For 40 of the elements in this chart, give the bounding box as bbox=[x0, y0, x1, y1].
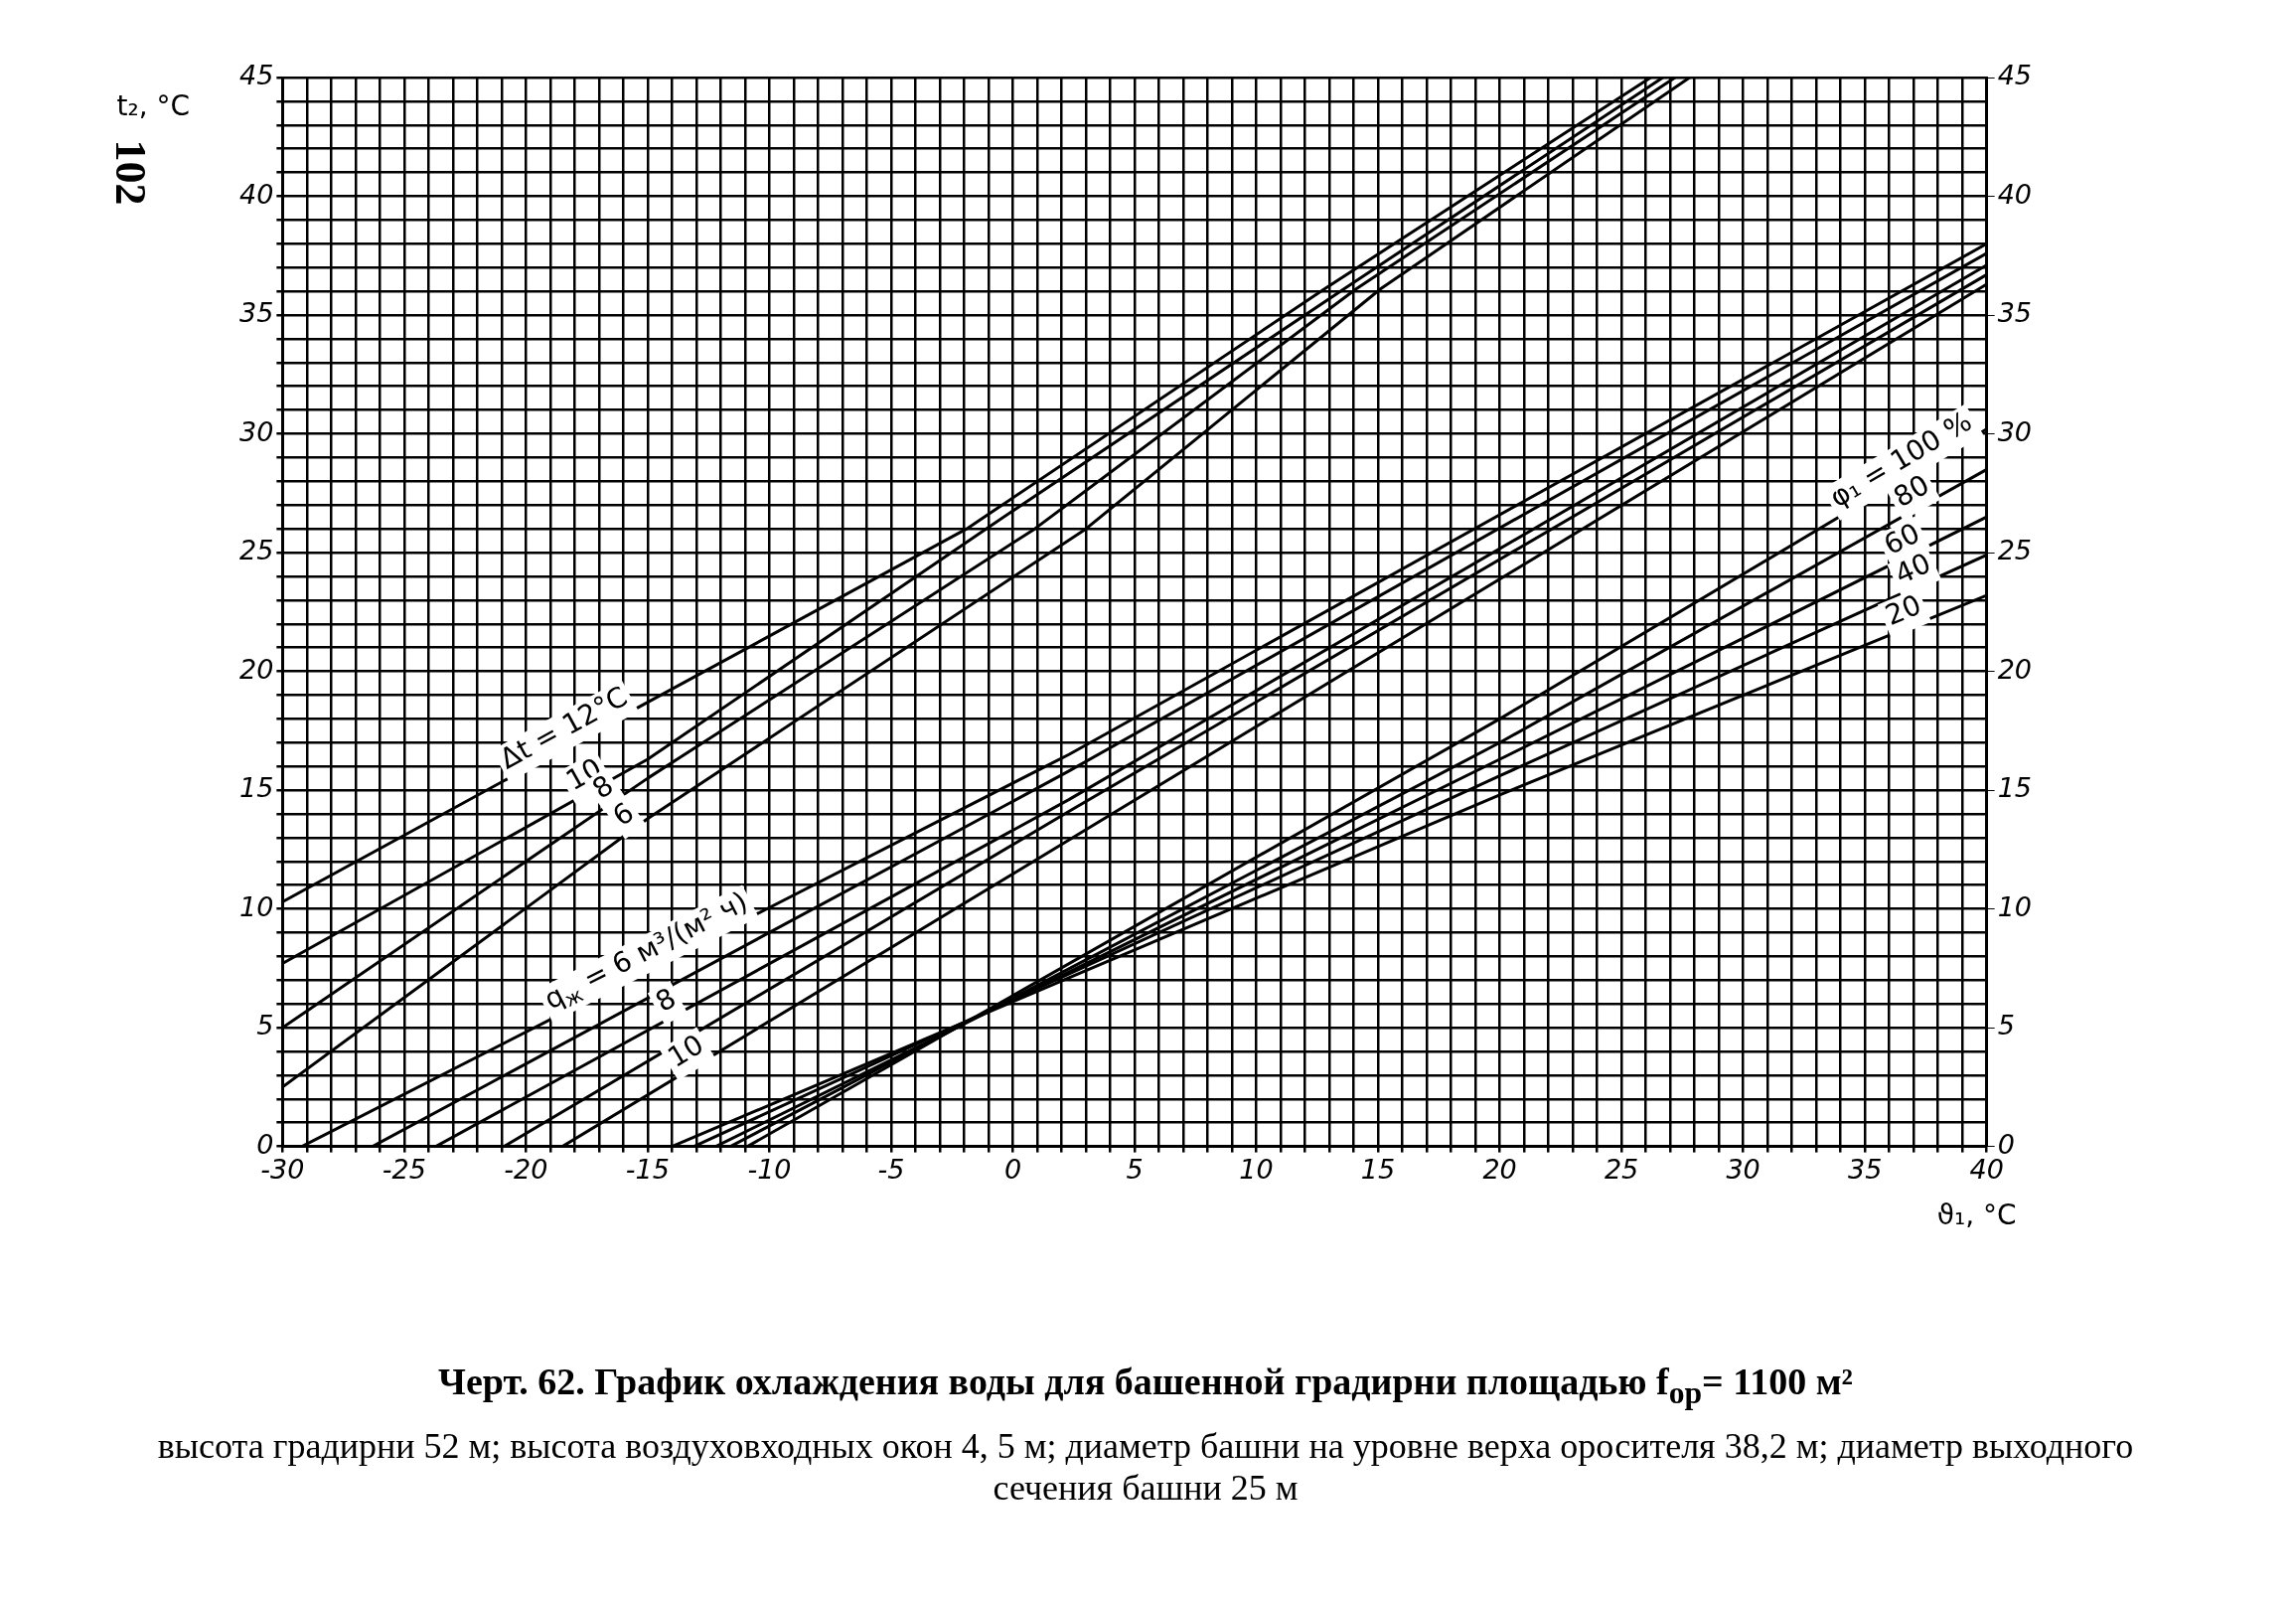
x-tick-label: 30 bbox=[1726, 1153, 1760, 1185]
y2-tick-label: 45 bbox=[1997, 60, 2032, 91]
x-tick-label: -20 bbox=[504, 1153, 548, 1185]
y2-tick-label: 35 bbox=[1997, 297, 2032, 329]
x-tick-label: 0 bbox=[1003, 1153, 1022, 1185]
x-tick-label: 10 bbox=[1239, 1153, 1274, 1185]
x-tick-label: -5 bbox=[877, 1153, 905, 1185]
text: 102 bbox=[104, 139, 156, 206]
y-tick-label: 10 bbox=[239, 890, 274, 922]
y-tick-label: 15 bbox=[239, 772, 274, 804]
y-tick-label: 5 bbox=[256, 1010, 274, 1041]
y2-tick-label: 30 bbox=[1997, 415, 2032, 447]
x-tick-label: -15 bbox=[625, 1153, 670, 1185]
text: 8 bbox=[650, 981, 682, 1019]
text: высота градирни 52 м; высота воздуховходных окон 4, 5 м; диаметр башни на уровне верха оросителя 38,2 м; диаметр выходного сечения башни 25 м bbox=[157, 1424, 2134, 1509]
x-axis-title: ϑ₁, °C bbox=[1936, 1198, 2017, 1231]
y2-tick-label: 15 bbox=[1997, 772, 2032, 804]
y2-tick-label: 10 bbox=[1997, 890, 2032, 922]
y-tick-label: 35 bbox=[239, 297, 274, 329]
y-axis-title: t₂, °C bbox=[116, 89, 191, 123]
y-tick-label: 20 bbox=[239, 653, 274, 685]
y-tick-label: 25 bbox=[239, 535, 274, 566]
y2-tick-label: 5 bbox=[1997, 1010, 2015, 1041]
text: 20 bbox=[1880, 587, 1926, 632]
x-tick-label: -10 bbox=[747, 1153, 792, 1185]
text: Черт. 62. График охлаждения воды для башенной градирни площадью f$_{ор}$= 1100 м² bbox=[437, 1360, 1854, 1411]
y-tick-label: 40 bbox=[239, 178, 274, 210]
x-tick-label: 20 bbox=[1482, 1153, 1517, 1185]
x-tick-label: 35 bbox=[1847, 1153, 1883, 1185]
x-tick-label: 5 bbox=[1126, 1153, 1144, 1185]
y2-tick-label: 40 bbox=[1997, 178, 2032, 210]
x-tick-label: -25 bbox=[382, 1153, 426, 1185]
text: 6 bbox=[606, 795, 641, 833]
y-tick-label: 45 bbox=[239, 60, 274, 91]
text: 10 bbox=[662, 1028, 709, 1074]
y2-tick-label: 20 bbox=[1997, 653, 2032, 685]
x-tick-label: 25 bbox=[1604, 1153, 1639, 1185]
x-tick-label: 15 bbox=[1360, 1153, 1396, 1185]
y2-tick-label: 25 bbox=[1997, 535, 2032, 566]
y-tick-label: 30 bbox=[239, 415, 274, 447]
